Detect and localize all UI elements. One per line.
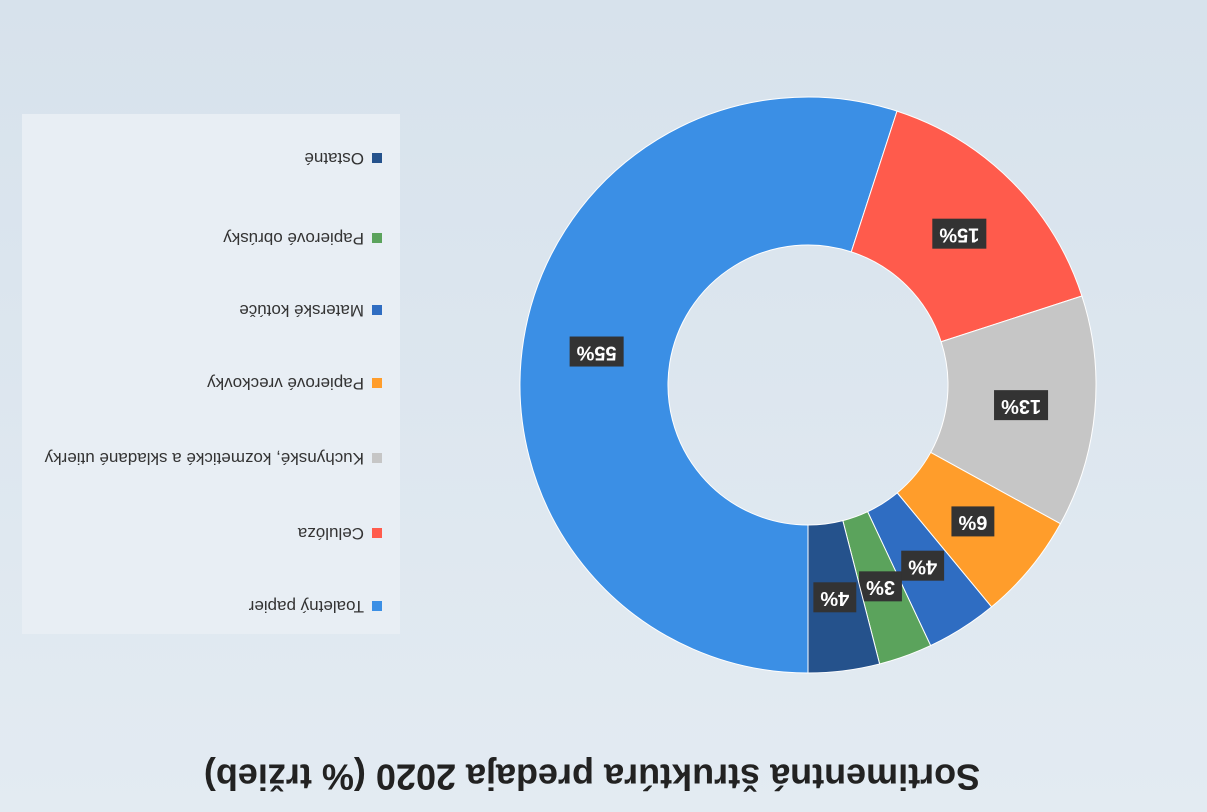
legend-swatch xyxy=(372,528,382,538)
legend-swatch xyxy=(372,453,382,463)
data-label: 3% xyxy=(866,576,895,598)
data-label-box xyxy=(859,571,902,602)
legend-swatch xyxy=(372,153,382,163)
data-label: 4% xyxy=(908,555,937,577)
data-label: 4% xyxy=(820,587,849,609)
legend-swatch xyxy=(372,601,382,611)
data-label: 15% xyxy=(939,223,979,245)
data-label-box xyxy=(932,218,987,249)
legend-label: Celulóza xyxy=(297,524,364,543)
legend-label: Papierové obrúsky xyxy=(223,229,364,248)
legend-item: Papierové vreckovky xyxy=(42,373,382,393)
legend-label: Toaletný papier xyxy=(248,597,364,616)
legend-item: Ostatné xyxy=(42,148,382,168)
legend-swatch xyxy=(372,305,382,315)
legend-swatch xyxy=(372,378,382,388)
legend-label: Kuchynské, kozmetické a skladané utierky xyxy=(44,449,364,468)
data-label-box xyxy=(813,582,857,613)
data-label-box xyxy=(994,390,1049,421)
legend-item: Materské kotúče xyxy=(42,300,382,320)
data-label-box xyxy=(951,506,995,537)
data-label-box xyxy=(569,336,624,367)
legend-swatch xyxy=(372,233,382,243)
legend: Toaletný papier Celulóza Kuchynské, kozmet… xyxy=(22,114,400,634)
legend-label: Ostatné xyxy=(304,149,364,168)
donut-slice xyxy=(519,96,898,674)
legend-item: Toaletný papier xyxy=(42,596,382,616)
data-label-box xyxy=(901,550,945,581)
chart-title: Sortimentná štruktúra predaja 2020 (% tr… xyxy=(204,756,980,797)
legend-label: Papierové vreckovky xyxy=(207,374,364,393)
legend-item: Kuchynské, kozmetické a skladané utierky xyxy=(42,448,382,468)
legend-label: Materské kotúče xyxy=(239,301,364,320)
data-label: 55% xyxy=(576,341,616,363)
data-label: 6% xyxy=(958,511,987,533)
legend-item: Papierové obrúsky xyxy=(42,228,382,248)
legend-item: Celulóza xyxy=(42,523,382,543)
data-label: 13% xyxy=(1001,395,1041,417)
